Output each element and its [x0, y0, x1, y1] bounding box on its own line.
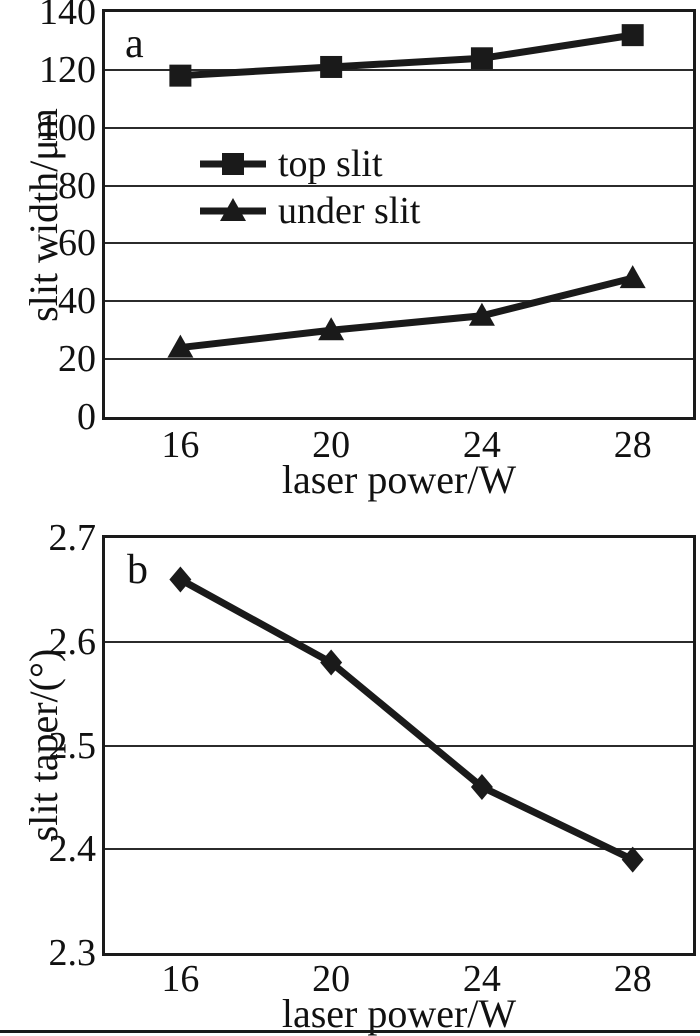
- gridline-y-2.4: [105, 848, 693, 851]
- y-tick-label-80: 80: [58, 164, 96, 207]
- figure-bottom-rule: [0, 1030, 700, 1033]
- x-tick-label-24: 24: [462, 958, 501, 1000]
- chart-b-panel-letter: b: [127, 547, 148, 593]
- gridline-y-2.5: [105, 744, 693, 747]
- gridline-y-100: [105, 126, 693, 129]
- chart-a-legend: top slit under slit: [200, 140, 420, 234]
- square-legend-marker-icon: [200, 149, 266, 179]
- series-line-under-slit: [179, 274, 634, 352]
- triangle-marker: [619, 265, 646, 289]
- y-tick-label-2.7: 2.7: [48, 517, 97, 559]
- gridline-y-80: [105, 184, 693, 187]
- x-tick-label-16: 16: [161, 424, 200, 466]
- series-canvas: [167, 24, 646, 358]
- chart-a-plot-area: [102, 9, 696, 420]
- x-tick-label-20: 20: [312, 424, 351, 466]
- legend-label: top slit: [278, 142, 383, 185]
- y-tick-label-2.3: 2.3: [48, 932, 97, 974]
- diamond-marker: [320, 649, 343, 676]
- y-tick-label-2.5: 2.5: [48, 724, 97, 767]
- diamond-marker: [470, 774, 493, 800]
- series-line-top-slit: [180, 31, 634, 80]
- square-marker: [470, 47, 493, 70]
- gridline-y-60: [105, 242, 693, 245]
- y-tick-label-120: 120: [39, 48, 96, 91]
- square-marker: [222, 152, 244, 175]
- chart-a-x-axis-label: laser power/W: [281, 457, 517, 502]
- gridline-y-40: [105, 300, 693, 303]
- x-tick-label-20: 20: [312, 958, 351, 1000]
- square-marker: [320, 55, 343, 78]
- legend-entry-under-slit: under slit: [200, 187, 420, 234]
- x-tick-label-16: 16: [161, 958, 200, 1000]
- chart-b-plot-area: [102, 535, 696, 956]
- diamond-marker: [621, 846, 644, 873]
- triangle-marker: [220, 197, 246, 221]
- y-tick-label-20: 20: [58, 338, 96, 381]
- legend-label: under slit: [278, 189, 421, 232]
- y-tick-label-60: 60: [58, 222, 96, 265]
- legend-entry-top-slit: top slit: [200, 140, 420, 187]
- gridline-y-120: [105, 68, 693, 71]
- triangle-marker: [468, 302, 495, 326]
- y-tick-label-100: 100: [39, 106, 96, 149]
- x-tick-label-28: 28: [613, 424, 652, 466]
- y-tick-label-40: 40: [58, 280, 96, 323]
- series-canvas: [169, 566, 644, 873]
- triangle-legend-marker-icon: [200, 196, 266, 226]
- y-tick-label-2.4: 2.4: [48, 828, 97, 871]
- series-line-slit-taper: [178, 576, 635, 863]
- square-marker: [169, 64, 192, 87]
- chart-a-panel-letter: a: [125, 21, 144, 67]
- square-marker: [621, 24, 644, 47]
- y-tick-label-0: 0: [77, 396, 96, 438]
- gridline-y-2.6: [105, 640, 693, 643]
- triangle-marker: [167, 334, 194, 358]
- chart-b-x-axis-label: laser power/W: [281, 991, 517, 1036]
- y-tick-label-140: 140: [39, 0, 96, 33]
- triangle-marker: [318, 317, 345, 341]
- gridline-y-20: [105, 358, 693, 361]
- x-tick-label-24: 24: [462, 424, 501, 466]
- diamond-marker: [169, 566, 192, 593]
- x-tick-label-28: 28: [613, 958, 652, 1000]
- y-tick-label-2.6: 2.6: [48, 620, 97, 663]
